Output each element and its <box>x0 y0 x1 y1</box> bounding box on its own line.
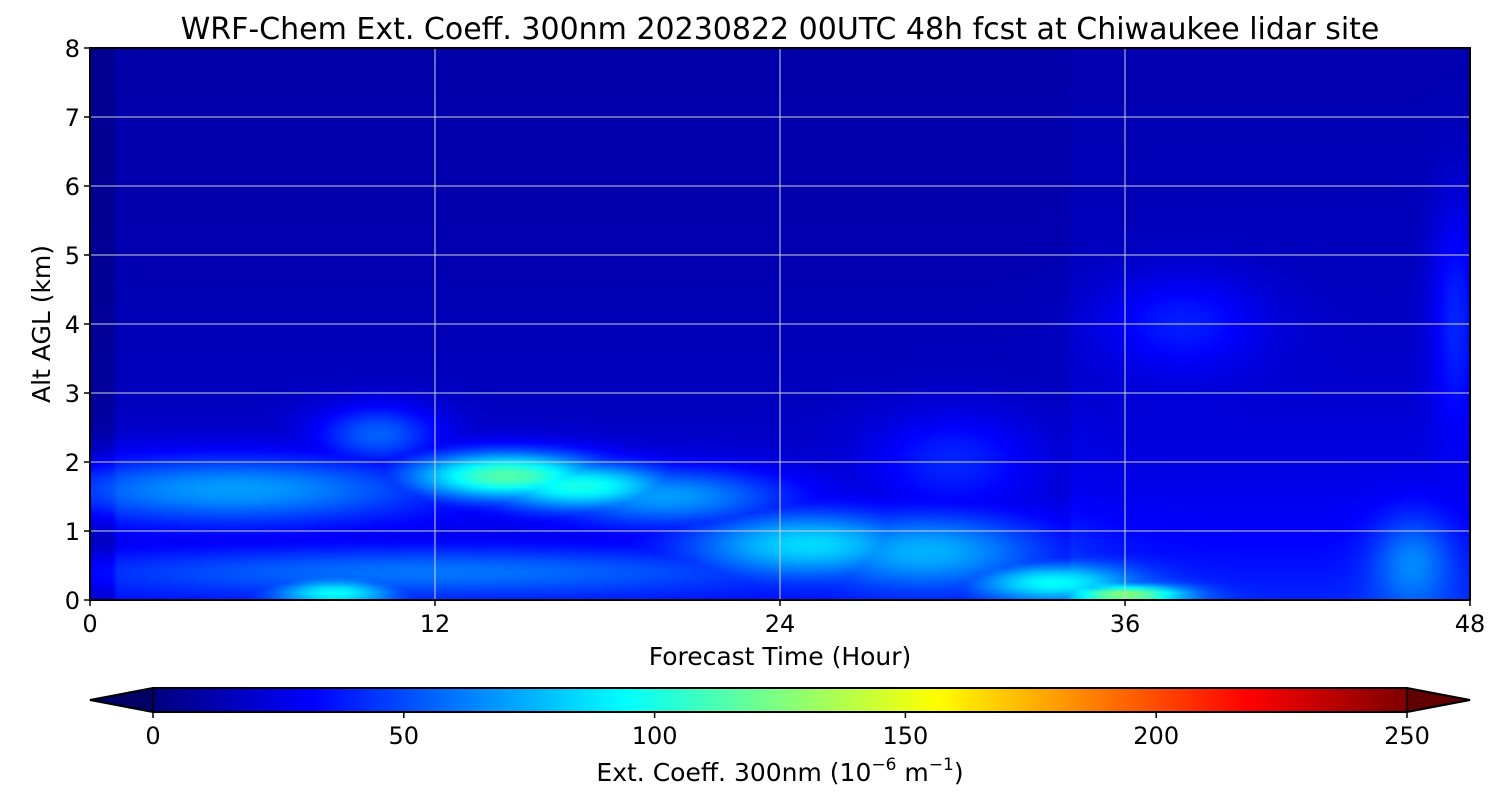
y-tick-label: 4 <box>65 311 80 339</box>
colorbar: 0 50 100 150 200 250 Ext. Coeff. 300nm (10−6 … <box>89 687 1471 787</box>
colorbar-extend-low <box>89 687 154 713</box>
y-tick-label: 3 <box>65 380 80 408</box>
colorbar-tick-label: 0 <box>145 722 160 750</box>
colorbar-label-end: ) <box>954 758 964 787</box>
y-tick-label: 8 <box>65 35 80 63</box>
y-tick-label: 1 <box>65 518 80 546</box>
x-axis: 0 12 24 36 48 <box>82 600 1485 638</box>
colorbar-tick-label: 200 <box>1133 722 1179 750</box>
colorbar-tick-label: 250 <box>1384 722 1430 750</box>
y-tick-label: 0 <box>65 587 80 615</box>
colorbar-gradient <box>153 688 1407 712</box>
colorbar-tick-label: 100 <box>632 722 678 750</box>
y-axis: 0 1 2 3 4 5 6 7 8 <box>65 35 90 615</box>
y-tick-label: 2 <box>65 449 80 477</box>
chart-title: WRF-Chem Ext. Coeff. 300nm 20230822 00UT… <box>181 12 1380 47</box>
x-tick-label: 12 <box>420 610 451 638</box>
colorbar-extend-high <box>1406 687 1471 713</box>
colorbar-label-exp2: −1 <box>929 755 954 775</box>
grid <box>90 48 1470 600</box>
colorbar-label-mid: m <box>896 758 928 787</box>
x-tick-label: 36 <box>1110 610 1141 638</box>
y-tick-label: 7 <box>65 104 80 132</box>
colorbar-label-main: Ext. Coeff. 300nm (10 <box>596 758 871 787</box>
x-tick-label: 0 <box>82 610 97 638</box>
x-axis-label: Forecast Time (Hour) <box>649 642 912 671</box>
x-tick-label: 24 <box>765 610 796 638</box>
colorbar-label: Ext. Coeff. 300nm (10−6 m−1) <box>596 755 963 787</box>
plot-area <box>89 47 1471 601</box>
colorbar-tick-label: 150 <box>882 722 928 750</box>
y-tick-label: 6 <box>65 173 80 201</box>
y-axis-label: Alt AGL (km) <box>27 245 56 403</box>
colorbar-label-exp1: −6 <box>871 755 896 775</box>
x-tick-label: 48 <box>1455 610 1486 638</box>
colorbar-tick-label: 50 <box>389 722 420 750</box>
y-tick-label: 5 <box>65 242 80 270</box>
colorbar-ticks: 0 50 100 150 200 250 <box>145 712 1430 750</box>
